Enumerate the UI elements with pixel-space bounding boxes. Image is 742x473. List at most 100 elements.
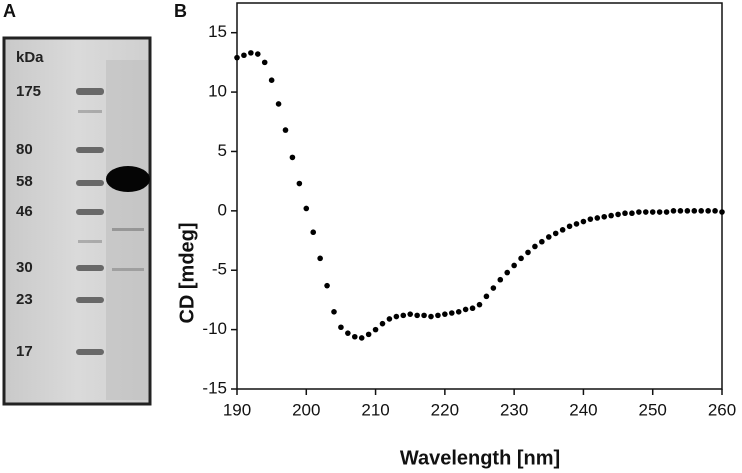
data-point <box>379 320 386 327</box>
data-point <box>351 333 358 340</box>
data-point <box>289 154 296 161</box>
data-point <box>254 51 261 57</box>
data-point <box>324 282 330 289</box>
data-point <box>331 309 337 315</box>
data-point <box>552 230 559 237</box>
marker-label: 80 <box>16 141 33 158</box>
x-axis-label: Wavelength [nm] <box>400 447 560 469</box>
data-point <box>677 208 684 214</box>
data-point <box>636 209 642 215</box>
y-tick-label: -10 <box>202 319 227 338</box>
marker-label: 58 <box>16 173 33 190</box>
ladder-bands <box>76 88 104 355</box>
data-point <box>386 316 393 322</box>
unit-label: kDa <box>16 49 44 66</box>
data-point <box>580 218 587 225</box>
y-tick-label: -5 <box>212 260 227 279</box>
data-point <box>566 223 573 230</box>
data-point <box>511 262 517 269</box>
data-point <box>642 209 649 215</box>
data-point <box>372 326 379 333</box>
data-point <box>573 221 580 227</box>
data-point <box>241 52 247 59</box>
data-point <box>407 311 414 317</box>
data-point <box>282 127 289 133</box>
data-point <box>483 293 490 300</box>
data-point <box>296 180 303 187</box>
data-point <box>663 209 670 215</box>
x-tick-label: 210 <box>361 400 389 419</box>
marker-label: 46 <box>16 203 33 220</box>
y-tick-label: 0 <box>218 200 227 219</box>
data-point <box>532 243 538 250</box>
data-point <box>393 313 400 320</box>
data-point <box>358 335 365 341</box>
y-tick-label: 5 <box>218 141 227 160</box>
y-axis-label: CD [mdeg] <box>176 222 198 323</box>
data-point <box>518 255 524 262</box>
marker-label: 23 <box>16 291 33 308</box>
data-point <box>545 234 552 240</box>
x-tick-label: 190 <box>223 400 251 419</box>
data-point <box>421 312 427 319</box>
data-point <box>275 101 282 107</box>
data-point <box>587 216 594 222</box>
data-point <box>670 208 677 214</box>
data-point <box>400 312 407 319</box>
data-point <box>345 330 351 336</box>
data-point <box>622 210 628 217</box>
data-point <box>310 229 317 236</box>
data-point <box>615 211 621 218</box>
data-point <box>435 312 441 319</box>
plot-frame <box>236 2 723 390</box>
data-point <box>705 208 711 214</box>
data-point <box>719 209 725 215</box>
data-point <box>365 331 372 338</box>
data-point <box>490 285 497 291</box>
data-point <box>649 209 656 215</box>
data-point <box>455 309 462 315</box>
data-point <box>629 210 635 217</box>
x-tick-label: 230 <box>500 400 528 419</box>
data-point <box>428 313 434 320</box>
data-point <box>448 310 455 316</box>
panel-label: B <box>174 1 187 21</box>
data-point <box>462 306 469 313</box>
data-point <box>303 205 310 212</box>
data-point <box>338 324 344 331</box>
data-point <box>268 77 275 83</box>
data-point <box>698 208 705 214</box>
x-tick-label: 200 <box>292 400 320 419</box>
data-point <box>497 276 504 283</box>
y-tick-label: 15 <box>208 22 227 41</box>
data-point <box>248 50 254 56</box>
data-point <box>559 227 566 233</box>
data-point <box>594 215 601 221</box>
x-tick-label: 220 <box>431 400 459 419</box>
data-point <box>539 238 545 245</box>
data-point <box>525 249 531 256</box>
x-tick-label: 240 <box>569 400 597 419</box>
data-point <box>601 213 608 220</box>
data-point <box>414 312 420 319</box>
x-tick-label: 260 <box>708 400 736 419</box>
panel-label: A <box>3 1 16 21</box>
gel: kDa 175 80 58 46 30 23 17 <box>2 36 152 406</box>
y-tick-label: 10 <box>208 82 227 101</box>
data-point <box>691 208 698 214</box>
marker-label: 30 <box>16 259 33 276</box>
data-point <box>261 59 268 66</box>
data-point <box>656 209 663 215</box>
data-point <box>234 54 240 61</box>
data-point <box>608 212 614 219</box>
data-point <box>442 311 448 317</box>
data-point <box>469 305 476 312</box>
marker-label: 175 <box>16 83 41 100</box>
marker-label: 17 <box>16 343 33 360</box>
sample-lane <box>106 60 150 400</box>
data-point <box>504 269 511 276</box>
data-point <box>684 208 691 214</box>
data-point <box>317 255 323 262</box>
y-tick-label: -15 <box>202 378 227 397</box>
